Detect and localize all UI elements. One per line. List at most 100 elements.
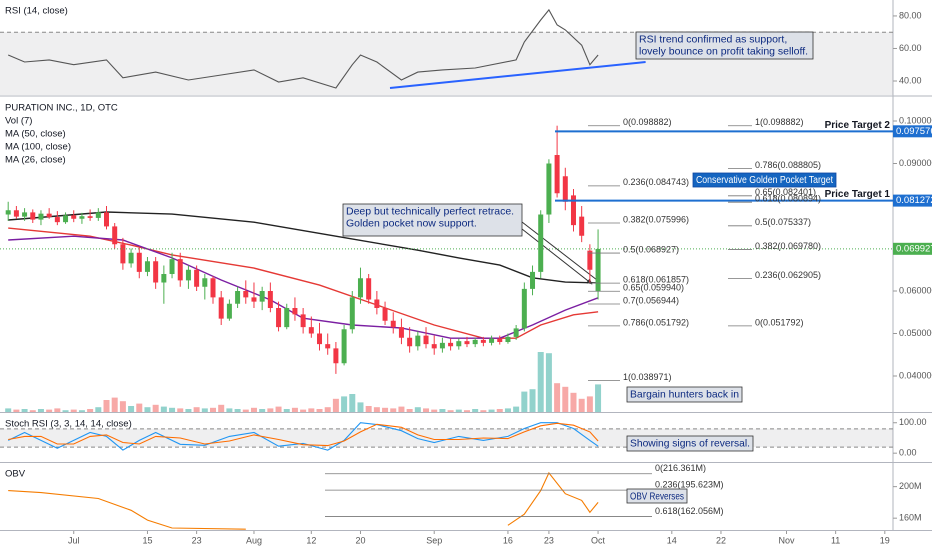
annotation-text: Bargain hunters back in bbox=[630, 388, 739, 400]
volume-bar bbox=[578, 398, 585, 412]
volume-bar bbox=[341, 396, 348, 412]
volume-bar bbox=[152, 404, 159, 412]
candle-body bbox=[144, 261, 150, 272]
candle-body bbox=[374, 299, 380, 309]
y-tick-label: 60.00 bbox=[899, 43, 922, 53]
candle-body bbox=[308, 327, 314, 334]
x-tick-label: Jul bbox=[68, 535, 80, 545]
volume-bar bbox=[562, 386, 569, 412]
volume-bar bbox=[423, 408, 430, 412]
candle-body bbox=[210, 278, 216, 298]
volume-bar bbox=[5, 408, 12, 412]
moving-average bbox=[8, 235, 599, 339]
volume-bar bbox=[119, 401, 126, 412]
candle-body bbox=[562, 176, 568, 202]
candle-body bbox=[202, 278, 208, 287]
legend-entry: Vol (7) bbox=[5, 116, 32, 127]
candle-body bbox=[136, 252, 142, 272]
volume-bar bbox=[62, 410, 69, 412]
volume-bar bbox=[29, 410, 36, 412]
volume-bar bbox=[480, 410, 487, 412]
candle-body bbox=[489, 338, 495, 343]
trend-line bbox=[389, 61, 646, 89]
volume-bar bbox=[586, 396, 593, 412]
volume-bar bbox=[472, 409, 479, 412]
annotation-text: Showing signs of reversal. bbox=[630, 437, 750, 449]
candle-body bbox=[292, 308, 298, 315]
volume-bar bbox=[177, 408, 184, 412]
x-tick-label: 11 bbox=[831, 535, 840, 545]
fib-label: 0.786(0.088805) bbox=[755, 160, 821, 170]
fib-label: 0.236(195.623M) bbox=[655, 479, 724, 489]
candle-body bbox=[366, 278, 372, 300]
candle-body bbox=[521, 288, 527, 329]
volume-bar bbox=[447, 410, 454, 412]
candle-body bbox=[439, 342, 445, 349]
fib-label: 0.236(0.084743) bbox=[623, 177, 689, 187]
candle-body bbox=[153, 261, 159, 283]
candle-body bbox=[579, 216, 585, 236]
candle-body bbox=[456, 341, 462, 347]
fib-label: 0.5(0.068927) bbox=[623, 244, 679, 254]
candle-body bbox=[341, 329, 347, 364]
legend-entry: MA (50, close) bbox=[5, 129, 66, 140]
volume-bar bbox=[46, 409, 53, 412]
price-target-badge bbox=[893, 194, 932, 207]
candle-body bbox=[595, 248, 601, 292]
x-tick-label: Oct bbox=[591, 535, 606, 545]
volume-bar bbox=[210, 407, 217, 412]
volume-bar bbox=[431, 409, 438, 412]
candle-body bbox=[530, 271, 536, 289]
fib-label: 0.618(162.056M) bbox=[655, 506, 724, 516]
volume-bar bbox=[554, 383, 561, 412]
y-tick-label: 80.00 bbox=[899, 10, 922, 20]
last-price-badge bbox=[893, 242, 932, 255]
candle-body bbox=[300, 314, 306, 328]
volume-bar bbox=[496, 409, 503, 412]
x-tick-label: 19 bbox=[880, 535, 890, 545]
fib-label: 0.382(0.075996) bbox=[623, 214, 689, 224]
volume-bar bbox=[144, 407, 151, 412]
pane-title: OBV bbox=[5, 469, 26, 480]
x-tick-label: 12 bbox=[306, 535, 316, 545]
volume-bar bbox=[357, 402, 364, 412]
candle-body bbox=[325, 344, 331, 349]
volume-bar bbox=[537, 352, 544, 412]
annotation-text: Conservative Golden Pocket Target bbox=[696, 175, 833, 186]
volume-bar bbox=[78, 410, 85, 412]
last-price-label: 0.069927 bbox=[896, 243, 932, 254]
candle-body bbox=[46, 213, 52, 218]
volume-bar bbox=[193, 407, 200, 412]
indicator-line bbox=[7, 8, 599, 89]
candle-body bbox=[276, 308, 282, 328]
annotation-box bbox=[626, 386, 743, 403]
candle-body bbox=[538, 214, 544, 272]
candle-body bbox=[185, 269, 191, 281]
volume-bar bbox=[439, 409, 446, 412]
candle-body bbox=[407, 337, 413, 347]
candle-body bbox=[38, 213, 44, 220]
indicator-line bbox=[7, 422, 599, 451]
candle-body bbox=[423, 335, 429, 345]
annotation-box bbox=[342, 203, 523, 237]
candle-body bbox=[357, 278, 363, 298]
volume-bar bbox=[308, 408, 315, 412]
volume-bar bbox=[275, 406, 282, 412]
candle-body bbox=[54, 217, 60, 223]
candle-body bbox=[317, 333, 323, 345]
fib-label: 0(0.098882) bbox=[623, 117, 672, 127]
volume-bar bbox=[111, 397, 118, 412]
volume-bar bbox=[398, 406, 405, 412]
volume-bar bbox=[95, 407, 102, 412]
volume-bar bbox=[160, 406, 167, 412]
volume-bar bbox=[201, 408, 208, 412]
candle-body bbox=[554, 155, 560, 194]
band-fill bbox=[0, 428, 893, 448]
legend-entry: MA (100, close) bbox=[5, 142, 71, 153]
candle-body bbox=[251, 297, 257, 302]
candle-body bbox=[513, 328, 519, 337]
volume-bar bbox=[87, 409, 94, 412]
